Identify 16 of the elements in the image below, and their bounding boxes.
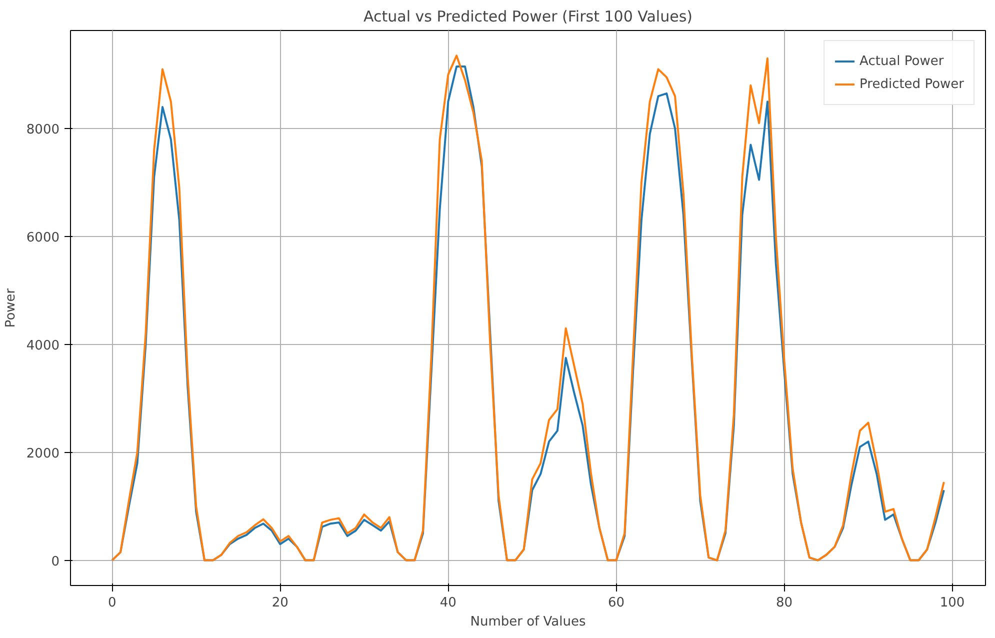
x-tick-label: 100: [940, 596, 965, 610]
y-tick-label: 8000: [26, 122, 60, 138]
y-axis-title: Power: [3, 288, 18, 328]
legend-label: Predicted Power: [860, 76, 964, 92]
y-tick-label: 0: [51, 554, 60, 570]
legend-label: Actual Power: [860, 54, 944, 68]
x-tick-label: 0: [108, 596, 116, 610]
chart-title: Actual vs Predicted Power (First 100 Values): [364, 8, 692, 26]
y-tick-label: 6000: [26, 230, 60, 246]
y-tick-label: 2000: [26, 446, 60, 462]
x-tick-label: 20: [272, 596, 288, 610]
x-tick-label: 80: [776, 596, 793, 610]
y-tick-label: 4000: [26, 338, 60, 354]
x-axis-title: Number of Values: [470, 614, 586, 630]
x-tick-label: 60: [608, 596, 624, 610]
x-tick-label: 40: [440, 596, 456, 610]
